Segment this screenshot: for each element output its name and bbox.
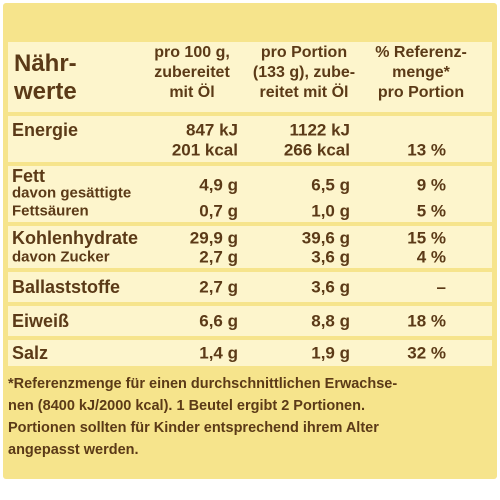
header-nutrients: Nähr- [14,50,77,77]
value-per-portion: 1122 kJ [289,120,350,140]
value-per-100g: 4,9 g [199,175,238,195]
header-reference: % Referenz- [375,44,467,61]
row-cell [8,306,492,336]
value-reference: 32 % [407,343,446,363]
row-cell [8,116,492,162]
nutrient-label: davon gesättigte [12,184,132,202]
footnote-line: Portionen sollten für Kinder entsprechen… [8,419,379,436]
row-cell [8,272,492,302]
nutrient-label: Ballaststoffe [12,277,121,297]
header-per-portion: reitet mit Öl [259,84,349,101]
value-reference: 9 % [416,175,446,195]
value-per-100g: 29,9 g [189,228,238,248]
value-per-portion: 3,6 g [311,247,350,267]
nutrient-label: Salz [12,343,49,363]
footnote-line: angepasst werden. [8,441,139,458]
nutrient-label: Eiweiß [12,311,70,331]
value-reference: 18 % [407,311,446,331]
value-per-portion: 1,0 g [311,201,350,221]
value-per-portion: 6,5 g [311,175,350,195]
value-per-portion: 1,9 g [311,343,350,363]
value-per-portion: 266 kcal [283,140,350,160]
value-per-100g: 6,6 g [199,311,238,331]
value-reference: 5 % [416,201,446,221]
value-reference: – [436,277,446,297]
value-per-100g: 2,7 g [199,247,238,267]
footnote-line: *Referenzmenge für einen durchschnittlic… [8,375,398,392]
header-per-100g: pro 100 g, [154,44,230,61]
header-per-100g: zubereitet [154,64,230,81]
nutrient-label: Kohlenhydrate [12,228,139,248]
nutrient-label: Fett [12,166,45,186]
value-per-portion: 39,6 g [301,228,350,248]
value-per-100g: 1,4 g [199,343,238,363]
header-per-100g: mit Öl [169,84,215,101]
value-per-100g: 2,7 g [199,277,238,297]
header-reference: pro Portion [377,84,465,101]
nutrient-label: Energie [12,120,79,140]
value-per-portion: 3,6 g [311,277,350,297]
nutrient-label: davon Zucker [12,248,110,266]
value-reference: 13 % [407,140,446,160]
header-nutrients: werte [14,78,77,105]
value-reference: 15 % [407,228,446,248]
value-reference: 4 % [416,247,446,267]
value-per-100g: 201 kcal [171,140,238,160]
value-per-100g: 847 kJ [186,120,238,140]
header-reference: menge* [392,64,450,81]
header-per-portion: pro Portion [260,44,348,61]
row-cell [8,226,492,268]
header-per-portion: (133 g), zube- [252,64,356,81]
footnote-line: nen (8400 kJ/2000 kcal). 1 Beutel ergibt… [8,397,365,414]
row-cell [8,340,492,366]
value-per-100g: 0,7 g [199,201,238,221]
nutrient-label: Fettsäuren [12,202,89,220]
header-cell [8,42,492,112]
value-per-portion: 8,8 g [311,311,350,331]
row-cell [8,166,492,222]
